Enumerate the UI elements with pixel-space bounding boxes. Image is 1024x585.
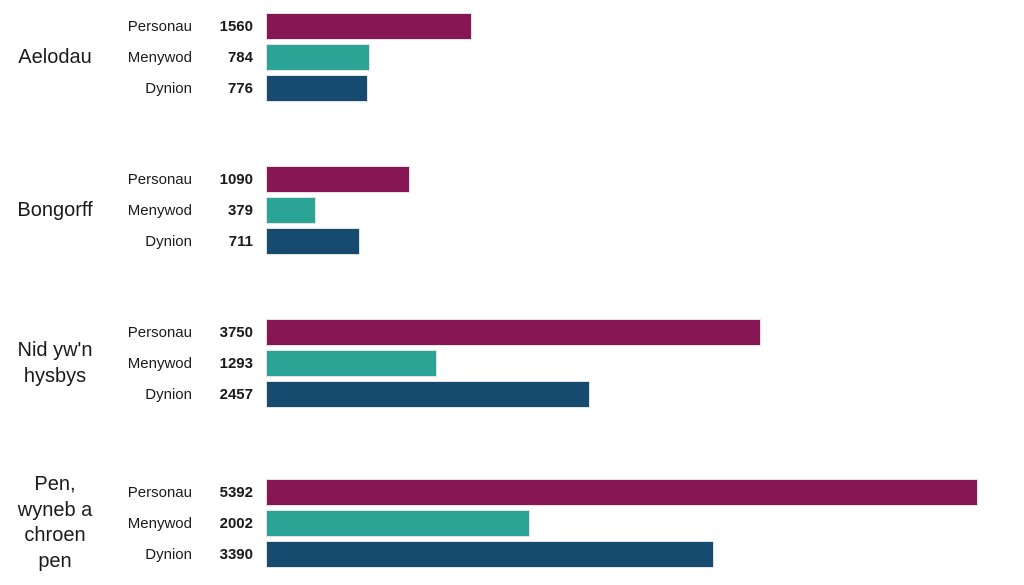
bar-menywod — [266, 509, 531, 537]
bar-row: Personau 1090 — [110, 166, 978, 193]
bar-track — [266, 197, 978, 224]
bar-track — [266, 478, 978, 506]
bar-track — [266, 13, 978, 40]
bar-rows: Personau 3750 Menywod 1293 Dynion 2457 — [110, 319, 978, 408]
value-label: 3750 — [219, 324, 253, 341]
series-label: Menywod — [127, 355, 192, 372]
value-label: 1090 — [219, 171, 253, 188]
bar-track — [266, 540, 978, 568]
series-label: Personau — [127, 171, 192, 188]
bar-personau — [266, 319, 762, 346]
value-label: 2457 — [219, 386, 253, 403]
bar-row: Dynion 776 — [110, 75, 978, 102]
bar-row: Personau 5392 — [110, 478, 978, 506]
bar-row: Menywod 2002 — [110, 509, 978, 537]
series-label: Dynion — [145, 80, 192, 97]
value-label: 2002 — [219, 514, 253, 532]
bar-group-aelodau: Aelodau Personau 1560 Menywod 784 Dynion… — [0, 13, 978, 102]
bar-dynion — [266, 228, 360, 255]
bar-row: Personau 3750 — [110, 319, 978, 346]
value-label: 784 — [227, 49, 253, 66]
bar-track — [266, 381, 978, 408]
bar-menywod — [266, 197, 317, 224]
bar-dynion — [266, 540, 714, 568]
bar-menywod — [266, 44, 370, 71]
value-label: 1293 — [219, 355, 253, 372]
bar-rows: Personau 1560 Menywod 784 Dynion 776 — [110, 13, 978, 102]
bar-track — [266, 228, 978, 255]
series-label: Dynion — [145, 386, 192, 403]
bar-row: Menywod 379 — [110, 197, 978, 224]
bar-dynion — [266, 75, 369, 102]
bar-group-nid-ywn-hysbys: Nid yw'n hysbys Personau 3750 Menywod 12… — [0, 319, 978, 408]
category-label: Nid yw'n hysbys — [17, 338, 93, 387]
bar-personau — [266, 13, 472, 40]
bar-row: Dynion 3390 — [110, 540, 978, 568]
bar-row: Dynion 2457 — [110, 381, 978, 408]
series-label: Personau — [127, 18, 192, 35]
series-label: Menywod — [127, 202, 192, 219]
bar-track — [266, 509, 978, 537]
value-label: 711 — [228, 233, 253, 250]
bar-personau — [266, 166, 410, 193]
bar-track — [266, 319, 978, 346]
series-label: Menywod — [127, 514, 192, 532]
series-label: Personau — [127, 483, 192, 501]
category-label: Bongorff — [17, 198, 93, 221]
bar-track — [266, 350, 978, 377]
bar-row: Menywod 1293 — [110, 350, 978, 377]
value-label: 776 — [227, 80, 253, 97]
bar-dynion — [266, 381, 591, 408]
value-label: 5392 — [219, 483, 253, 501]
bar-row: Dynion 711 — [110, 228, 978, 255]
category-label: Aelodau — [18, 45, 92, 68]
bar-track — [266, 166, 978, 193]
bar-row: Personau 1560 — [110, 13, 978, 40]
bar-row: Menywod 784 — [110, 44, 978, 71]
bar-track — [266, 75, 978, 102]
value-label: 379 — [227, 202, 253, 219]
category-label: Pen, wyneb a chroen pen — [17, 473, 93, 572]
value-label: 1560 — [219, 18, 253, 35]
series-label: Dynion — [145, 233, 192, 250]
bar-group-bongorff: Bongorff Personau 1090 Menywod 379 Dynio… — [0, 166, 978, 255]
value-label: 3390 — [219, 545, 253, 563]
bar-track — [266, 44, 978, 71]
series-label: Personau — [127, 324, 192, 341]
bar-group-pen-wyneb-a-chroen-pen: Pen, wyneb a chroen pen Personau 5392 Me… — [0, 472, 978, 574]
bar-personau — [266, 478, 978, 506]
bar-rows: Personau 5392 Menywod 2002 Dynion 3390 — [110, 478, 978, 568]
bar-rows: Personau 1090 Menywod 379 Dynion 711 — [110, 166, 978, 255]
series-label: Dynion — [145, 545, 192, 563]
bar-menywod — [266, 350, 437, 377]
series-label: Menywod — [127, 49, 192, 66]
